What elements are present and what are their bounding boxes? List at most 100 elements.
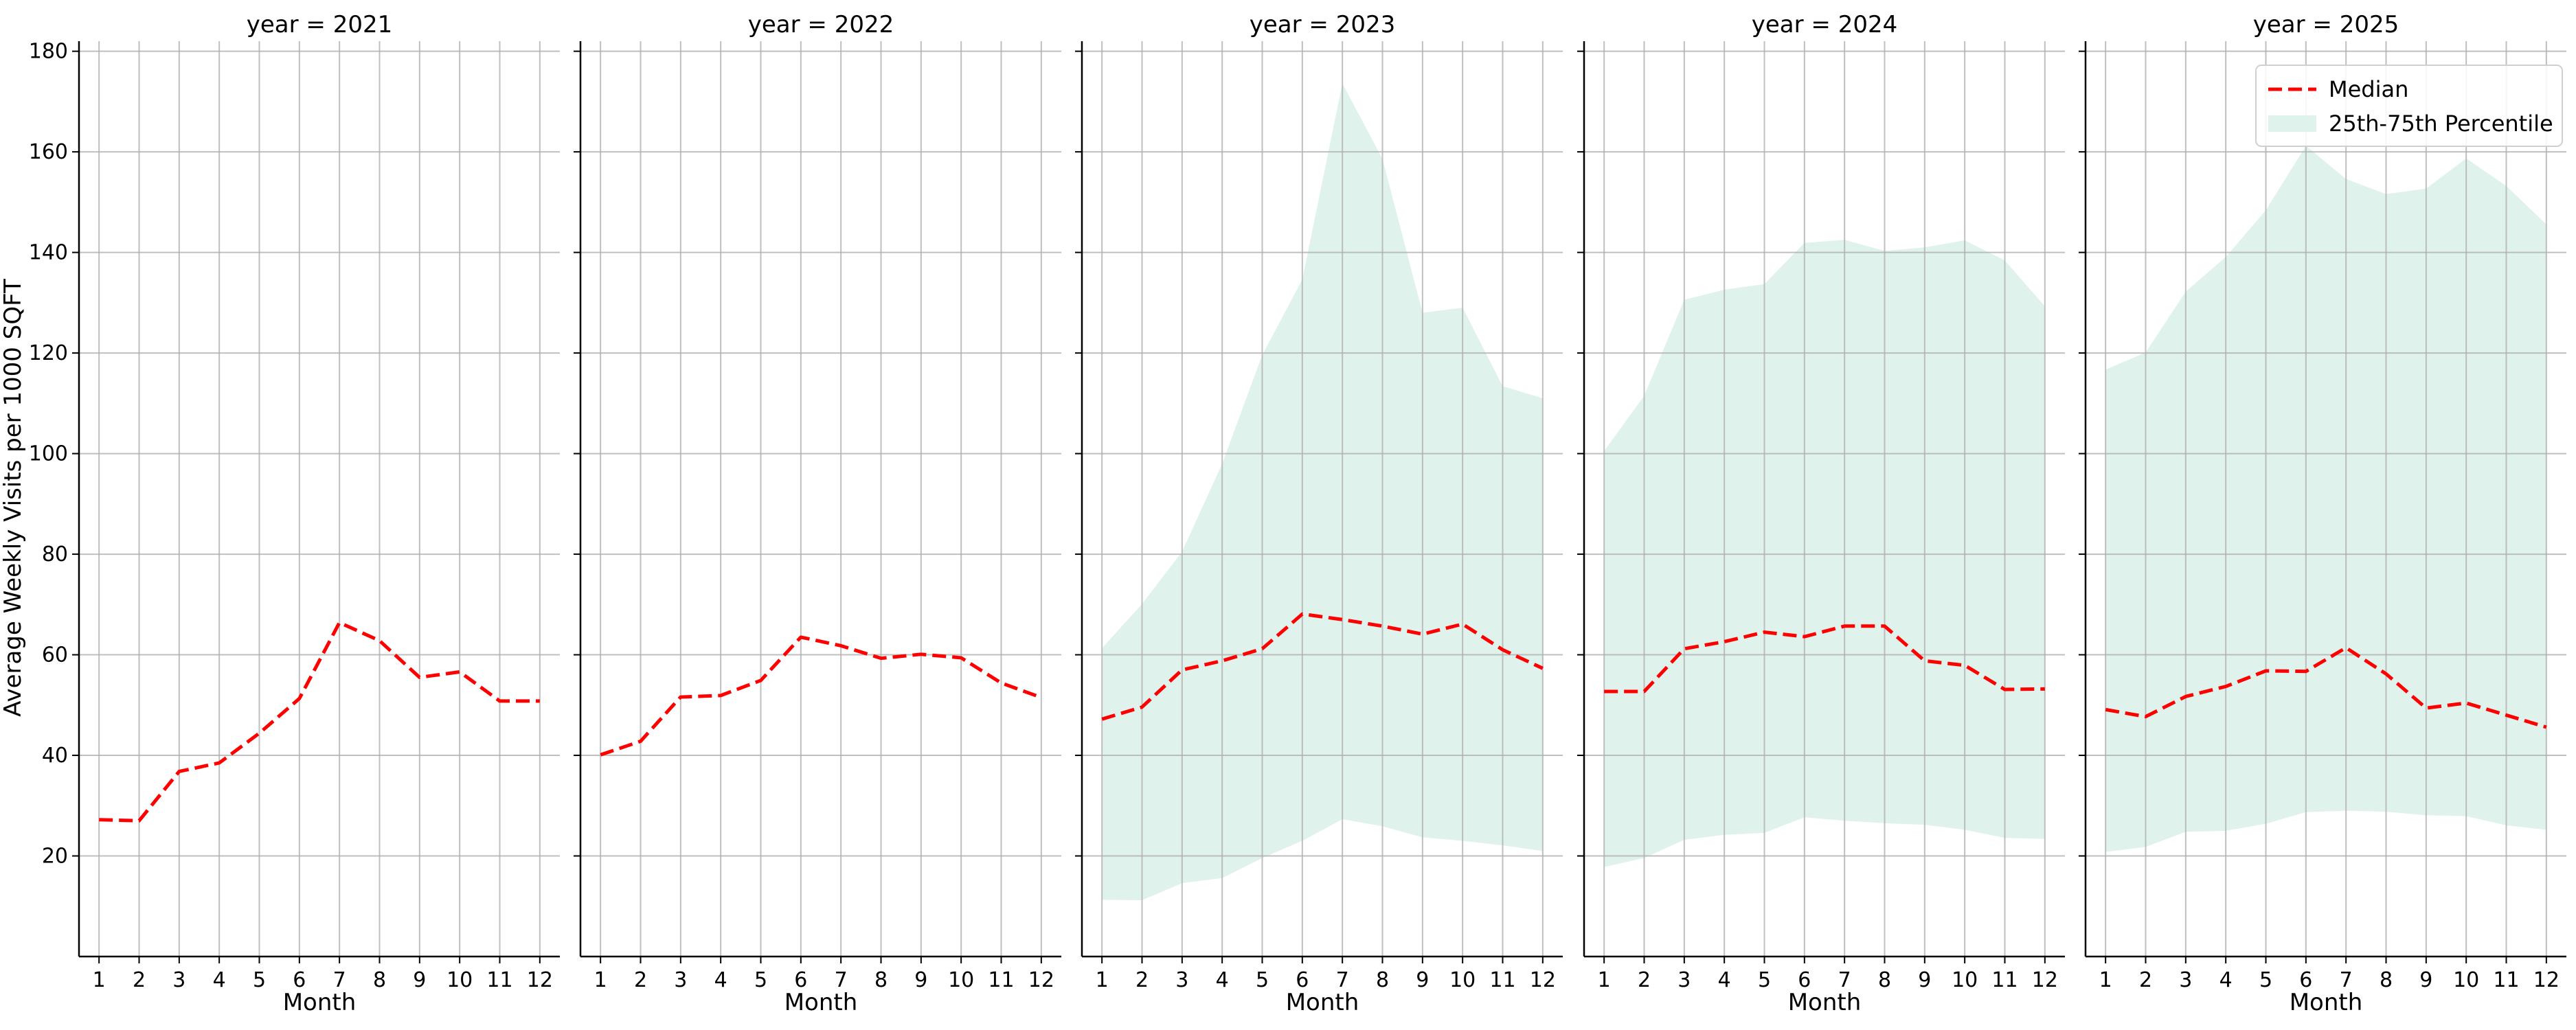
x-tick-label: 6 xyxy=(1296,968,1309,992)
x-tick-label: 11 xyxy=(1991,968,2018,992)
median-line xyxy=(2105,645,2547,729)
x-tick-label: 12 xyxy=(1028,968,1054,992)
legend: Median 25th-75th Percentile xyxy=(2255,65,2563,147)
x-axis-label: Month xyxy=(1286,989,1359,1016)
x-tick-label: 2 xyxy=(133,968,146,992)
x-tick-label: 1 xyxy=(2099,968,2112,992)
x-tick-label: 8 xyxy=(874,968,888,992)
x-tick-label: 11 xyxy=(2493,968,2519,992)
x-tick-label: 8 xyxy=(2380,968,2393,992)
x-tick-label: 12 xyxy=(2032,968,2058,992)
median-line xyxy=(1101,612,1544,721)
x-tick-label: 12 xyxy=(2533,968,2560,992)
x-tick-label: 9 xyxy=(914,968,927,992)
x-tick-label: 2 xyxy=(2139,968,2152,992)
x-axis-label: Month xyxy=(784,989,858,1016)
median-line xyxy=(600,635,1042,757)
x-tick-label: 9 xyxy=(1416,968,1429,992)
y-tick-label: 20 xyxy=(42,845,68,869)
x-tick-label: 5 xyxy=(1256,968,1269,992)
x-tick-label: 7 xyxy=(1838,968,1851,992)
x-tick-label: 12 xyxy=(527,968,553,992)
x-tick-label: 10 xyxy=(2453,968,2479,992)
x-tick-label: 7 xyxy=(2340,968,2353,992)
x-tick-label: 10 xyxy=(447,968,473,992)
y-tick-label: 120 xyxy=(29,341,68,365)
panel-title: year = 2023 xyxy=(1250,11,1395,38)
percentile-band xyxy=(1604,240,2045,867)
x-tick-label: 3 xyxy=(1175,968,1188,992)
median-line xyxy=(99,621,540,823)
x-tick-label: 6 xyxy=(794,968,807,992)
legend-swatch-band xyxy=(2268,115,2316,132)
x-tick-label: 1 xyxy=(93,968,106,992)
x-tick-label: 5 xyxy=(253,968,266,992)
x-tick-label: 2 xyxy=(634,968,647,992)
x-axis-label: Month xyxy=(2290,989,2363,1016)
percentile-band xyxy=(2105,146,2546,852)
x-tick-label: 2 xyxy=(1136,968,1149,992)
panel-title: year = 2022 xyxy=(748,11,894,38)
x-tick-label: 4 xyxy=(213,968,226,992)
x-tick-label: 10 xyxy=(948,968,974,992)
x-tick-label: 12 xyxy=(1530,968,1556,992)
x-tick-label: 8 xyxy=(1376,968,1389,992)
x-tick-label: 4 xyxy=(2219,968,2233,992)
y-tick-label: 160 xyxy=(29,140,68,164)
x-tick-label: 9 xyxy=(413,968,426,992)
legend-box xyxy=(2255,65,2563,147)
y-axis-label: Average Weekly Visits per 1000 SQFT xyxy=(0,279,27,717)
panel-title: year = 2021 xyxy=(247,11,392,38)
x-tick-label: 8 xyxy=(1878,968,1891,992)
x-tick-label: 6 xyxy=(2299,968,2312,992)
y-tick-label: 80 xyxy=(42,542,68,566)
x-tick-label: 11 xyxy=(988,968,1014,992)
x-tick-label: 3 xyxy=(1677,968,1691,992)
x-tick-label: 9 xyxy=(2419,968,2432,992)
x-tick-label: 3 xyxy=(2179,968,2192,992)
x-tick-label: 1 xyxy=(1598,968,1611,992)
x-tick-label: 5 xyxy=(754,968,767,992)
median-line xyxy=(1604,624,2045,694)
x-tick-label: 4 xyxy=(1718,968,1731,992)
x-tick-label: 10 xyxy=(1952,968,1978,992)
y-tick-label: 140 xyxy=(29,241,68,265)
legend-label: 25th-75th Percentile xyxy=(2329,111,2553,137)
panel-title: year = 2024 xyxy=(1752,11,1897,38)
x-tick-label: 8 xyxy=(373,968,386,992)
x-tick-label: 5 xyxy=(2259,968,2272,992)
legend-label: Median xyxy=(2329,76,2408,102)
y-tick-label: 40 xyxy=(42,744,68,768)
x-tick-label: 6 xyxy=(293,968,306,992)
x-axis-label: Month xyxy=(283,989,357,1016)
x-tick-label: 11 xyxy=(486,968,512,992)
x-tick-label: 7 xyxy=(333,968,346,992)
x-tick-label: 3 xyxy=(172,968,185,992)
x-tick-label: 11 xyxy=(1489,968,1515,992)
y-tick-label: 180 xyxy=(29,40,68,64)
x-tick-label: 6 xyxy=(1798,968,1811,992)
x-tick-label: 4 xyxy=(714,968,727,992)
x-tick-label: 1 xyxy=(1096,968,1109,992)
panel-title: year = 2025 xyxy=(2253,11,2399,38)
x-tick-label: 1 xyxy=(594,968,607,992)
x-tick-label: 7 xyxy=(835,968,848,992)
y-tick-label: 100 xyxy=(29,442,68,466)
x-tick-label: 9 xyxy=(1918,968,1931,992)
x-tick-label: 3 xyxy=(674,968,687,992)
x-tick-label: 5 xyxy=(1758,968,1771,992)
x-axis-label: Month xyxy=(1788,989,1862,1016)
x-tick-label: 7 xyxy=(1336,968,1349,992)
x-tick-label: 4 xyxy=(1216,968,1229,992)
x-tick-label: 2 xyxy=(1638,968,1651,992)
percentile-band xyxy=(1102,83,1543,900)
y-tick-label: 60 xyxy=(42,643,68,667)
x-tick-label: 10 xyxy=(1449,968,1476,992)
